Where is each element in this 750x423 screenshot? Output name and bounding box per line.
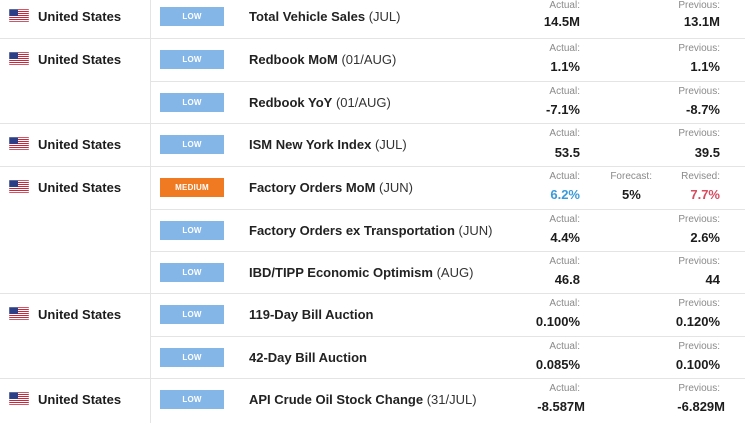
- event-row[interactable]: LOW Redbook YoY (01/AUG) Actual: -7.1% P…: [150, 81, 745, 123]
- actual-value: 14.5M: [543, 14, 580, 29]
- impact-badge: LOW: [160, 221, 224, 240]
- previous-label: Previous:: [678, 86, 720, 97]
- event-row[interactable]: LOW Redbook MoM (01/AUG) Actual: 1.1% Pr…: [150, 39, 745, 81]
- impact-badge: LOW: [160, 305, 224, 324]
- event-row[interactable]: LOW IBD/TIPP Economic Optimism (AUG) Act…: [150, 251, 745, 293]
- previous-value: 13.1M: [683, 14, 720, 29]
- event-title[interactable]: 119-Day Bill Auction: [249, 307, 374, 322]
- actual-label: Actual:: [549, 214, 580, 225]
- country-cell: United States: [0, 39, 151, 123]
- country-name: United States: [38, 52, 122, 67]
- actual-value: -7.1%: [546, 102, 580, 117]
- event-row[interactable]: LOW ISM New York Index (JUL) Actual: 53.…: [150, 124, 745, 166]
- event-row[interactable]: MEDIUM Factory Orders MoM (JUN) Actual: …: [150, 167, 745, 209]
- country-group: United States LOW ISM New York Index (JU…: [0, 124, 745, 167]
- previous-value: 39.5: [694, 145, 720, 160]
- impact-badge: LOW: [160, 263, 224, 282]
- event-row[interactable]: LOW API Crude Oil Stock Change (31/JUL) …: [150, 379, 745, 423]
- actual-value: 46.8: [554, 272, 580, 287]
- actual-label: Actual:: [549, 383, 580, 394]
- impact-badge: LOW: [160, 390, 224, 409]
- country-name: United States: [38, 9, 122, 24]
- impact-badge: LOW: [160, 348, 224, 367]
- event-row[interactable]: LOW 42-Day Bill Auction Actual: 0.085% P…: [150, 336, 745, 378]
- previous-label: Previous:: [678, 341, 720, 352]
- event-title[interactable]: Redbook MoM (01/AUG): [249, 52, 397, 67]
- forecast-label: Forecast:: [610, 171, 652, 182]
- previous-value: 0.100%: [675, 357, 720, 372]
- event-title[interactable]: 42-Day Bill Auction: [249, 350, 367, 365]
- country-name: United States: [38, 180, 122, 195]
- us-flag-icon: [9, 392, 29, 405]
- previous-value: 1.1%: [690, 59, 720, 74]
- actual-label: Actual:: [549, 298, 580, 309]
- country-group: United States LOW API Crude Oil Stock Ch…: [0, 379, 745, 423]
- us-flag-icon: [9, 137, 29, 150]
- event-title[interactable]: ISM New York Index (JUL): [249, 137, 407, 152]
- country-cell: United States: [0, 124, 151, 166]
- actual-label: Actual:: [549, 171, 580, 182]
- previous-value: 44: [705, 272, 720, 287]
- actual-value: 6.2%: [550, 187, 580, 202]
- previous-label: Previous:: [678, 128, 720, 139]
- previous-label: Previous:: [678, 298, 720, 309]
- impact-badge: LOW: [160, 7, 224, 26]
- previous-label: Previous:: [678, 43, 720, 54]
- us-flag-icon: [9, 180, 29, 193]
- event-row[interactable]: LOW Total Vehicle Sales (JUL) Actual: 14…: [150, 0, 745, 38]
- country-cell: United States: [0, 167, 151, 293]
- country-group: United States LOW Redbook MoM (01/AUG) A…: [0, 39, 745, 124]
- previous-label: Previous:: [678, 0, 720, 11]
- us-flag-icon: [9, 52, 29, 65]
- actual-label: Actual:: [549, 128, 580, 139]
- previous-label: Previous:: [678, 214, 720, 225]
- actual-value: 53.5: [554, 145, 580, 160]
- country-group: United States LOW 119-Day Bill Auction A…: [0, 294, 745, 379]
- country-name: United States: [38, 307, 122, 322]
- us-flag-icon: [9, 9, 29, 22]
- us-flag-icon: [9, 307, 29, 320]
- previous-value: -6.829M: [677, 399, 725, 414]
- actual-value: 0.085%: [535, 357, 580, 372]
- actual-value: 0.100%: [535, 314, 580, 329]
- event-title[interactable]: Total Vehicle Sales (JUL): [249, 9, 401, 24]
- previous-label: Previous:: [678, 256, 720, 267]
- actual-label: Actual:: [549, 86, 580, 97]
- impact-badge: MEDIUM: [160, 178, 224, 197]
- event-title[interactable]: Factory Orders ex Transportation (JUN): [249, 223, 493, 238]
- event-row[interactable]: LOW 119-Day Bill Auction Actual: 0.100% …: [150, 294, 745, 336]
- forecast-value: 5%: [622, 187, 641, 202]
- event-title[interactable]: IBD/TIPP Economic Optimism (AUG): [249, 265, 474, 280]
- country-cell: United States: [0, 294, 151, 378]
- actual-value: -8.587M: [537, 399, 585, 414]
- country-cell: United States: [0, 0, 151, 38]
- actual-value: 1.1%: [550, 59, 580, 74]
- event-row[interactable]: LOW Factory Orders ex Transportation (JU…: [150, 209, 745, 251]
- actual-label: Actual:: [549, 341, 580, 352]
- impact-badge: LOW: [160, 135, 224, 154]
- previous-value: 0.120%: [675, 314, 720, 329]
- country-name: United States: [38, 392, 122, 407]
- country-name: United States: [38, 137, 122, 152]
- impact-badge: LOW: [160, 50, 224, 69]
- event-title[interactable]: Factory Orders MoM (JUN): [249, 180, 413, 195]
- country-group: United States MEDIUM Factory Orders MoM …: [0, 167, 745, 294]
- country-cell: United States: [0, 379, 151, 423]
- country-group: United States LOW Total Vehicle Sales (J…: [0, 0, 745, 39]
- event-title[interactable]: API Crude Oil Stock Change (31/JUL): [249, 392, 477, 407]
- actual-label: Actual:: [549, 43, 580, 54]
- previous-value: 2.6%: [690, 230, 720, 245]
- actual-label: Actual:: [549, 0, 580, 11]
- revised-label: Revised:: [681, 171, 720, 182]
- actual-value: 4.4%: [550, 230, 580, 245]
- actual-label: Actual:: [549, 256, 580, 267]
- previous-value: -8.7%: [686, 102, 720, 117]
- previous-label: Previous:: [678, 383, 720, 394]
- impact-badge: LOW: [160, 93, 224, 112]
- event-title[interactable]: Redbook YoY (01/AUG): [249, 95, 391, 110]
- revised-value: 7.7%: [690, 187, 720, 202]
